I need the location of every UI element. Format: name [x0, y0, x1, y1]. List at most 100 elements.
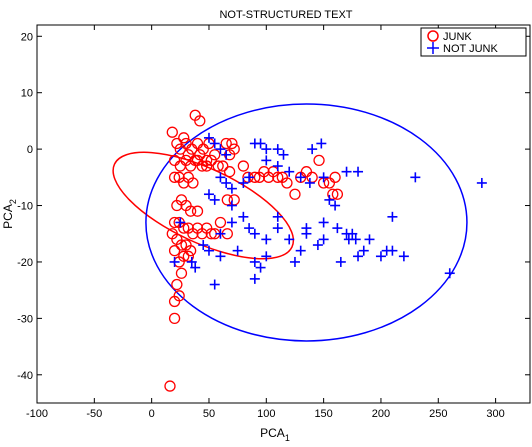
- not-junk-point: [332, 223, 343, 234]
- junk-point: [281, 177, 293, 189]
- legend-junk-label: JUNK: [443, 31, 472, 43]
- not-junk-point: [190, 262, 201, 273]
- x-tick-label: 100: [257, 408, 275, 420]
- x-tick-label: 150: [314, 408, 332, 420]
- not-junk-point: [444, 268, 455, 279]
- junk-point: [323, 177, 336, 189]
- junk-point: [217, 160, 229, 172]
- not-junk-point: [295, 172, 306, 183]
- not-junk-point: [203, 132, 214, 143]
- y-tick-label: -20: [17, 257, 33, 269]
- data-points: [164, 109, 487, 392]
- not-junk-point: [221, 149, 232, 160]
- junk-point: [237, 160, 250, 172]
- not-junk-point: [209, 279, 220, 290]
- not-junk-point: [295, 245, 306, 256]
- junk-point: [196, 160, 208, 172]
- y-axis-label: PCA2: [1, 199, 18, 229]
- axis-ticks: -100 -50 0 50 100 150 200 250 300-40-30-20-10010…: [17, 25, 530, 420]
- junk-point: [184, 160, 197, 172]
- not-junk-point: [347, 228, 358, 239]
- not-junk-point: [330, 200, 341, 211]
- not-junk-point: [261, 234, 272, 245]
- y-tick-label: -30: [17, 313, 33, 325]
- not-junk-point: [318, 217, 329, 228]
- junk-point: [272, 171, 284, 183]
- junk-point: [289, 188, 301, 200]
- not-junk-point: [272, 223, 283, 234]
- junk-point: [186, 143, 198, 155]
- junk-point: [223, 166, 236, 178]
- junk-point: [168, 154, 181, 167]
- not-junk-point: [307, 144, 318, 155]
- junk-point: [173, 290, 185, 302]
- not-junk-point: [341, 166, 352, 177]
- junk-point: [182, 149, 194, 161]
- junk-ellipse: [112, 151, 295, 260]
- not-junk-point: [169, 256, 180, 267]
- x-axis-label: PCA1: [260, 426, 290, 443]
- not-junk-point: [353, 251, 364, 262]
- not-junk-point: [284, 166, 295, 177]
- legend: JUNK NOT JUNK: [420, 27, 527, 57]
- junk-point: [214, 216, 227, 229]
- not-junk-point: [255, 262, 266, 273]
- not-junk-point: [215, 228, 226, 239]
- not-junk-point: [304, 177, 315, 188]
- not-junk-point: [226, 183, 237, 194]
- x-tick-label: 200: [372, 408, 390, 420]
- not-junk-point: [255, 138, 266, 149]
- confidence-ellipses: [112, 103, 468, 342]
- not-junk-point: [198, 240, 209, 251]
- legend-not-junk-marker: [427, 42, 439, 54]
- y-tick-label: 0: [27, 144, 33, 156]
- y-tick-label: -10: [17, 201, 33, 213]
- not-junk-point: [318, 172, 329, 183]
- not-junk-point: [203, 189, 214, 200]
- junk-point: [329, 171, 341, 183]
- y-tick-label: 10: [21, 88, 33, 100]
- junk-point: [226, 137, 238, 150]
- not-junk-point: [358, 245, 369, 256]
- not-junk-point: [324, 194, 335, 205]
- not-junk-point: [249, 228, 260, 239]
- junk-point: [178, 250, 190, 262]
- junk-point: [313, 154, 325, 167]
- junk-point: [166, 126, 178, 138]
- not-junk-point: [301, 228, 312, 239]
- junk-point: [180, 137, 192, 150]
- junk-point: [212, 160, 224, 172]
- not-junk-point: [215, 172, 226, 183]
- junk-point: [164, 380, 176, 392]
- y-tick-label: 20: [21, 31, 33, 43]
- x-tick-label: 250: [429, 408, 447, 420]
- junk-point: [191, 205, 204, 217]
- not-junk-point: [186, 256, 197, 267]
- junk-point: [171, 278, 183, 291]
- not-junk-point: [215, 251, 226, 262]
- not-junk-point: [175, 217, 186, 228]
- not-junk-point: [284, 234, 295, 245]
- junk-point: [194, 149, 206, 161]
- junk-point: [228, 143, 240, 155]
- junk-point: [175, 267, 188, 279]
- junk-point: [178, 132, 190, 144]
- junk-point: [168, 245, 181, 257]
- x-tick-label: 300: [486, 408, 504, 420]
- y-axis-label-main: PCA: [1, 204, 15, 229]
- junk-point: [175, 239, 188, 251]
- not-junk-point: [244, 172, 255, 183]
- not-junk-point: [364, 234, 375, 245]
- not-junk-point: [272, 161, 283, 172]
- not-junk-point: [289, 256, 300, 267]
- not-junk-point: [387, 245, 398, 256]
- y-axis-label-sub: 2: [8, 199, 18, 204]
- y-tick-label: -40: [17, 370, 33, 382]
- junk-point: [300, 166, 313, 178]
- not-junk-point: [272, 211, 283, 222]
- not-junk-point: [476, 177, 487, 188]
- not-junk-point: [203, 245, 214, 256]
- not-junk-point: [226, 200, 237, 211]
- not-junk-point: [244, 223, 255, 234]
